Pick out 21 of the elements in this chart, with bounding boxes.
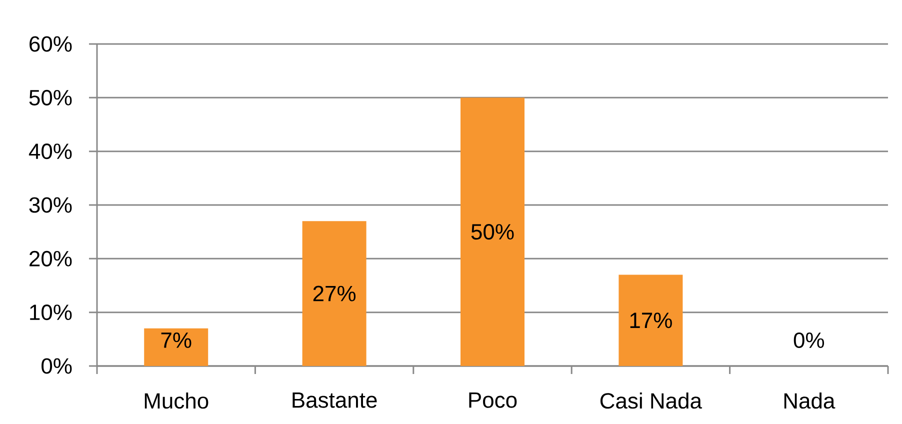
y-tick-label: 0% xyxy=(42,358,72,374)
data-label: 0% xyxy=(794,332,824,348)
x-tick-label: Mucho xyxy=(144,392,208,409)
x-tick-label: Poco xyxy=(469,392,517,408)
data-label: 17% xyxy=(630,312,672,328)
data-label: 27% xyxy=(313,286,356,302)
x-tick-label: Bastante xyxy=(292,392,377,408)
y-tick-label: 50% xyxy=(29,90,72,106)
y-tick-label: 20% xyxy=(30,250,72,266)
bar xyxy=(144,328,208,366)
data-label: 50% xyxy=(471,224,514,240)
y-tick-label: 40% xyxy=(28,144,72,160)
x-tick-label: Nada xyxy=(784,392,836,409)
bar xyxy=(460,98,525,366)
bar xyxy=(618,274,683,366)
y-tick-label: 60% xyxy=(30,36,72,52)
x-tick-label: Casi Nada xyxy=(600,392,702,409)
y-tick-label: 10% xyxy=(30,304,72,320)
data-label: 7% xyxy=(161,332,192,348)
y-tick-label: 30% xyxy=(29,197,72,213)
bar xyxy=(302,221,366,366)
